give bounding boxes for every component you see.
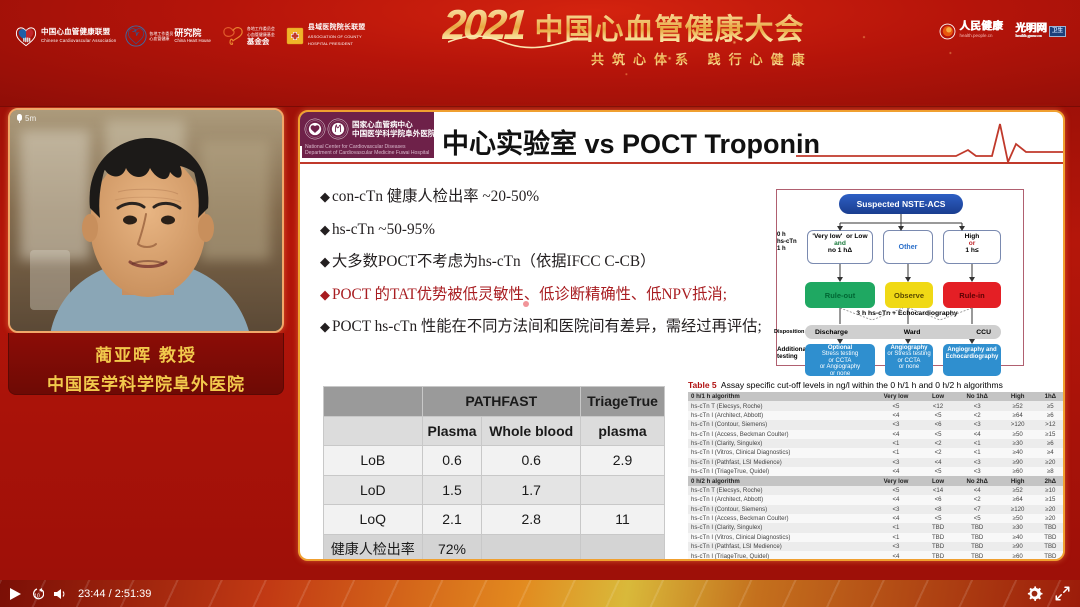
svg-text:10: 10 (34, 593, 40, 599)
